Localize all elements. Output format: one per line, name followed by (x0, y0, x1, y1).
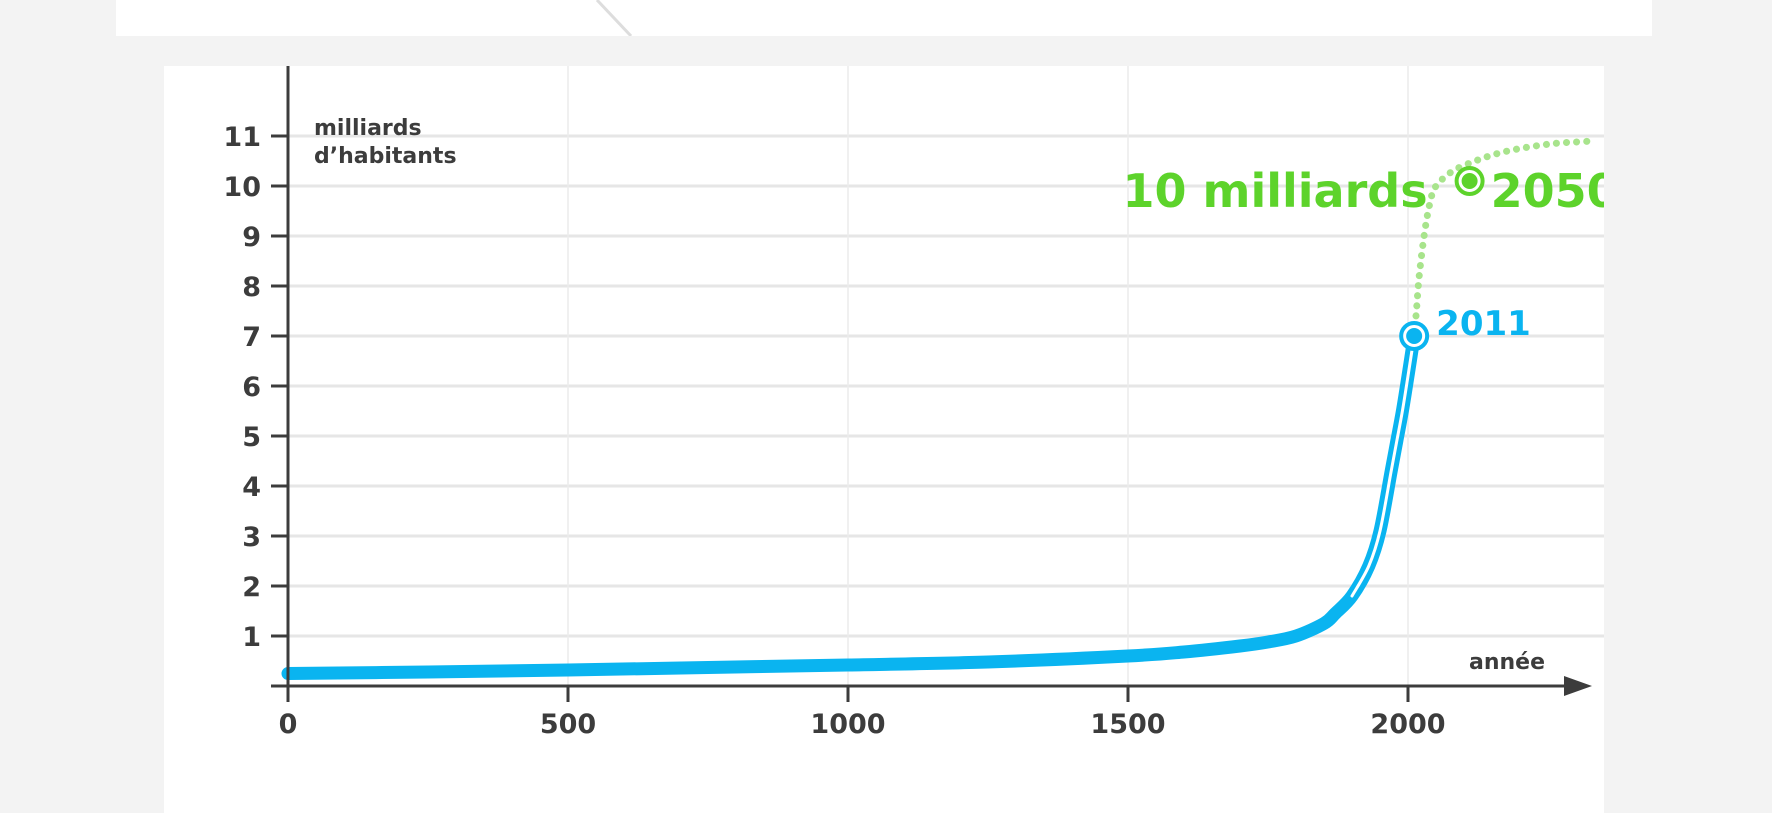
y-tick-label: 10 (223, 172, 261, 203)
y-tick-label: 6 (242, 372, 261, 403)
population-chart: 1 2 3 4 5 6 7 8 9 10 11 0 500 1000 1500 2000 milliards d… (223, 66, 1604, 740)
label-layer: milliards d’habitants année 2011 2050 10 mill… (314, 116, 1604, 675)
y-tick-label: 5 (242, 422, 261, 453)
x-axis-arrowhead (1564, 676, 1592, 696)
y-tick-label: 7 (242, 322, 261, 353)
x-tick-label: 0 (279, 709, 298, 740)
projection-series-line (1410, 137, 1597, 340)
y-tick-label: 9 (242, 222, 261, 253)
y-tick-label: 2 (242, 572, 261, 603)
x-tick-label: 2000 (1370, 709, 1445, 740)
grid-layer (288, 66, 1604, 686)
y-tick-label: 8 (242, 272, 261, 303)
panel-pointer (553, 0, 633, 36)
y-axis-title: d’habitants (314, 144, 457, 169)
y-tick-label: 3 (242, 522, 261, 553)
axis-layer: 1 2 3 4 5 6 7 8 9 10 11 0 500 1000 1500 2000 (223, 66, 1592, 740)
label-10-milliards: 10 milliards (1123, 164, 1428, 218)
top-panel (116, 0, 1652, 36)
marker-2050-dot (1461, 173, 1478, 189)
x-tick-label: 1000 (810, 709, 885, 740)
y-axis-title: milliards (314, 116, 422, 141)
label-2011: 2011 (1436, 304, 1531, 344)
series-layer (281, 137, 1597, 680)
y-tick-label: 1 (242, 622, 261, 653)
label-2050: 2050 (1491, 164, 1604, 218)
marker-2011-dot (1406, 328, 1423, 344)
y-tick-label: 4 (242, 472, 261, 503)
x-axis-title: année (1469, 650, 1545, 675)
history-series-highlight (1350, 334, 1416, 598)
chart-card: 1 2 3 4 5 6 7 8 9 10 11 0 500 1000 1500 2000 milliards d… (164, 66, 1604, 813)
x-tick-label: 1500 (1090, 709, 1165, 740)
x-tick-label: 500 (540, 709, 596, 740)
y-tick-label: 11 (223, 122, 261, 153)
